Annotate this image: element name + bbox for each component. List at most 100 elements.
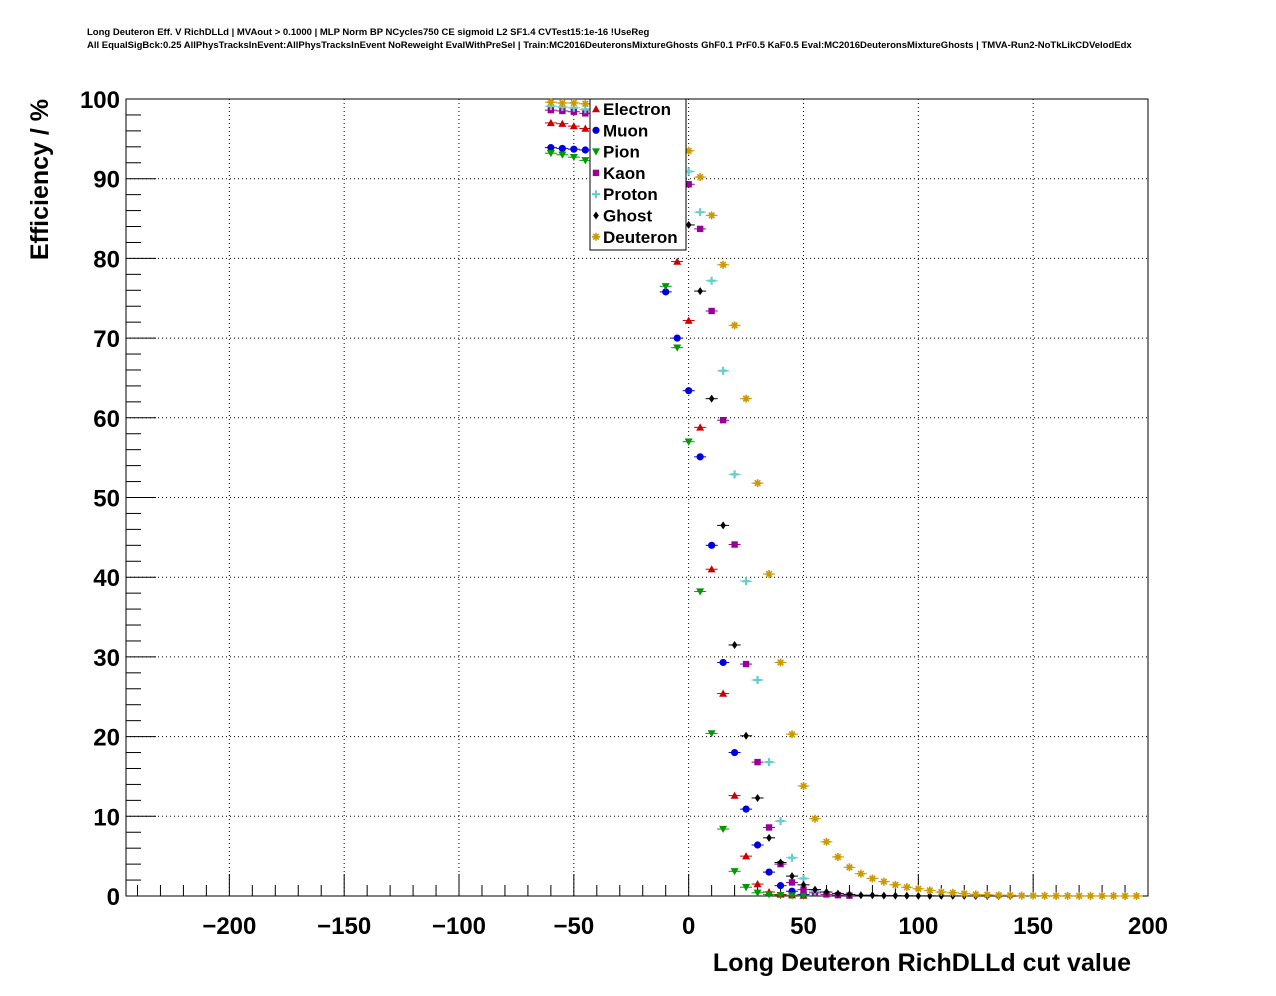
data-point [742,852,751,860]
legend-label: Pion [603,143,640,162]
data-point [765,891,774,899]
legend: Electron Muon Pion Kaon Proton Ghost Deuteron [589,98,687,251]
legend-marker-muon [592,126,600,134]
data-point [833,852,842,861]
data-point [776,882,785,890]
legend-box [589,98,687,251]
data-point [799,782,808,791]
data-point [754,793,761,802]
data-point [810,814,819,823]
y-tick-label: 70 [93,326,120,353]
data-point [1075,891,1084,900]
data-point [719,825,728,834]
data-point [822,837,831,846]
data-point [581,99,590,108]
data-point [1109,891,1118,900]
data-point [960,889,969,898]
data-point [753,889,762,897]
x-tick-label: 50 [790,913,817,940]
data-point [1098,891,1107,900]
legend-label: Electron [603,100,671,119]
data-point [753,676,762,685]
data-point [696,173,705,182]
data-point [570,145,578,153]
data-point [730,470,739,479]
series-deuteron [544,98,1143,900]
data-point [707,730,716,738]
x-axis-title: Long Deuteron RichDLLd cut value [713,949,1131,977]
data-point [696,423,705,431]
data-point [719,260,728,269]
data-point [925,886,934,895]
series-muon [544,144,810,899]
legend-entry: Deuteron [592,228,678,247]
legend-marker-proton [592,190,600,199]
data-point [581,124,590,132]
data-point [948,888,957,897]
data-point [730,868,739,876]
data-point [800,886,807,893]
x-tick-label: 0 [682,913,695,940]
data-point [856,869,865,878]
data-point [708,307,715,315]
data-point [673,334,681,342]
data-point [753,880,762,888]
legend-marker-pion [592,148,600,156]
y-axis-title: Efficiency / % [26,99,54,260]
data-point [904,891,910,900]
legend-entry: Ghost [593,207,652,226]
data-point [697,287,703,296]
data-point [569,98,578,107]
legend-marker-deuteron [592,232,600,241]
data-point [684,438,693,446]
data-point [730,791,739,799]
data-point [684,316,693,324]
chart-title-line-2: All EqualSigBck:0.25 AllPhysTracksInEven… [87,40,1132,51]
data-point [937,888,946,897]
x-tick-label: 200 [1128,913,1168,940]
y-tick-label: 80 [93,246,120,273]
data-point [765,570,774,579]
data-point [788,892,797,900]
y-tick-label: 0 [107,884,120,911]
legend-label: Muon [603,121,648,140]
data-point [558,119,567,127]
data-point [788,853,797,862]
y-tick-label: 40 [93,565,120,592]
data-point [1017,891,1026,900]
legend-marker-electron [592,105,600,113]
data-point [994,891,1003,900]
data-point [720,521,726,530]
data-point [869,891,876,900]
data-point [983,890,992,899]
data-point [927,891,933,900]
data-point [546,118,555,127]
data-point [1086,891,1095,900]
data-point [742,394,751,403]
data-point [742,577,751,586]
data-point [902,883,911,892]
data-point [788,879,796,886]
data-point [696,453,704,461]
data-point [1029,891,1038,900]
legend-marker-kaon [592,169,600,177]
data-point [558,98,567,107]
data-point [754,758,761,766]
y-tick-label: 10 [93,804,120,831]
data-point [777,858,784,867]
chart-title-line-1: Long Deuteron Eff. V RichDLLd | MVAout >… [87,27,650,38]
data-point [581,146,589,154]
data-point [708,541,716,549]
y-tick-label: 60 [93,406,120,433]
data-point [546,149,555,158]
data-point [891,880,900,889]
data-point [788,730,797,739]
data-point [1006,891,1015,900]
data-point [707,565,716,573]
legend-entry: Proton [592,185,658,204]
data-point [696,588,705,596]
data-point [547,144,555,152]
data-point [731,748,739,757]
data-point [835,889,841,898]
data-point [708,394,715,403]
